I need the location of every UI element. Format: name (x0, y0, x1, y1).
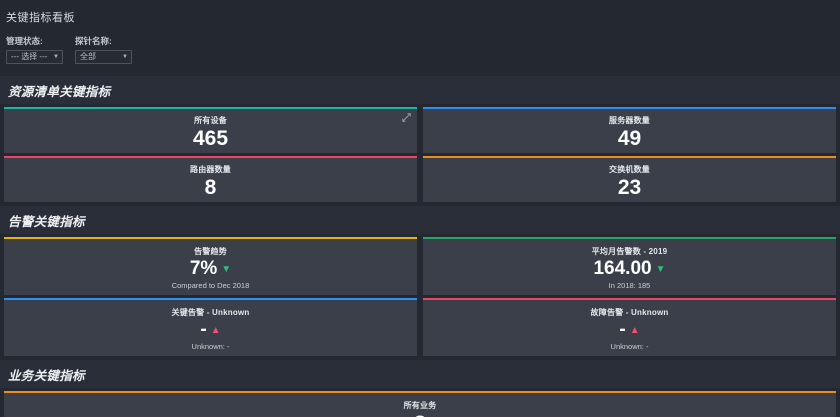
kpi-value: - (200, 319, 207, 340)
kpi-value: 465 (192, 127, 229, 150)
kpi-value: 49 (617, 127, 642, 150)
probe-name-label: 探针名称: (75, 36, 112, 46)
expand-icon[interactable] (402, 113, 411, 122)
kpi-label: 告警趋势 (194, 247, 227, 256)
kpi-label: 平均月告警数 - 2019 (591, 247, 668, 256)
filter-probe-name: 探针名称: 全部 ▼ (75, 35, 132, 64)
kpi-subtext: Unknown: - (191, 341, 230, 351)
kpi-label: 交换机数量 (609, 165, 650, 174)
kpi-value: 164.00 (593, 258, 652, 279)
section-title-alarms: 告警关键指标 (0, 206, 840, 234)
kpi-label: 服务器数量 (609, 116, 650, 125)
filter-management-status: 管理状态: --- 选择 --- ▼ (6, 35, 63, 64)
kpi-subtext: Compared to Dec 2018 (171, 280, 250, 290)
kpi-label: 关键告警 - Unknown (171, 308, 250, 317)
kpi-label: 故障告警 - Unknown (590, 308, 669, 317)
kpi-subtext: Unknown: - (610, 341, 649, 351)
probe-name-select[interactable]: 全部 ▼ (75, 50, 132, 64)
kpi-card-switches: 交换机数量 23 (423, 156, 836, 202)
page-title: 关键指标看板 (6, 12, 75, 24)
chevron-down-icon: ▼ (122, 54, 128, 60)
trend-up-icon: ▲ (210, 325, 221, 336)
kpi-card-servers: 服务器数量 49 (423, 107, 836, 153)
trend-down-icon: ▼ (655, 264, 666, 275)
resources-card-grid: 所有设备 465 服务器数量 49 路由器数量 8 交换机数量 23 (0, 107, 840, 202)
section-title-resources: 资源清单关键指标 (0, 76, 840, 104)
kpi-label: 路由器数量 (190, 165, 231, 174)
kpi-card-all-business: 所有业务 8 (4, 391, 836, 417)
kpi-card-critical-alarms: 关键告警 - Unknown - ▲ Unknown: - (4, 298, 417, 356)
management-status-select[interactable]: --- 选择 --- ▼ (6, 50, 63, 64)
kpi-value: - (619, 319, 626, 340)
kpi-card-avg-monthly-alarms: 平均月告警数 - 2019 164.00 ▼ In 2018: 185 (423, 237, 836, 295)
business-card-grid: 所有业务 8 (0, 391, 840, 417)
kpi-value: 23 (617, 176, 642, 199)
kpi-label: 所有业务 (403, 401, 437, 410)
alarms-card-grid: 告警趋势 7% ▼ Compared to Dec 2018 平均月告警数 - 2… (0, 237, 840, 356)
section-title-business: 业务关键指标 (0, 360, 840, 388)
management-status-value: --- 选择 --- (11, 52, 48, 61)
kpi-card-fault-alarms: 故障告警 - Unknown - ▲ Unknown: - (423, 298, 836, 356)
kpi-card-routers: 路由器数量 8 (4, 156, 417, 202)
management-status-label: 管理状态: (6, 36, 43, 46)
probe-name-value: 全部 (80, 52, 96, 61)
kpi-value: 7% (189, 258, 218, 279)
kpi-subtext: In 2018: 185 (608, 280, 651, 290)
kpi-label: 所有设备 (194, 116, 227, 125)
trend-up-icon: ▲ (629, 325, 640, 336)
kpi-card-all-devices: 所有设备 465 (4, 107, 417, 153)
kpi-value: 8 (204, 176, 217, 199)
kpi-value: 8 (414, 412, 426, 417)
kpi-card-alarm-trend: 告警趋势 7% ▼ Compared to Dec 2018 (4, 237, 417, 295)
trend-down-icon: ▼ (221, 264, 232, 275)
filter-bar: 管理状态: --- 选择 --- ▼ 探针名称: 全部 ▼ (0, 25, 840, 72)
chevron-down-icon: ▼ (53, 54, 59, 60)
